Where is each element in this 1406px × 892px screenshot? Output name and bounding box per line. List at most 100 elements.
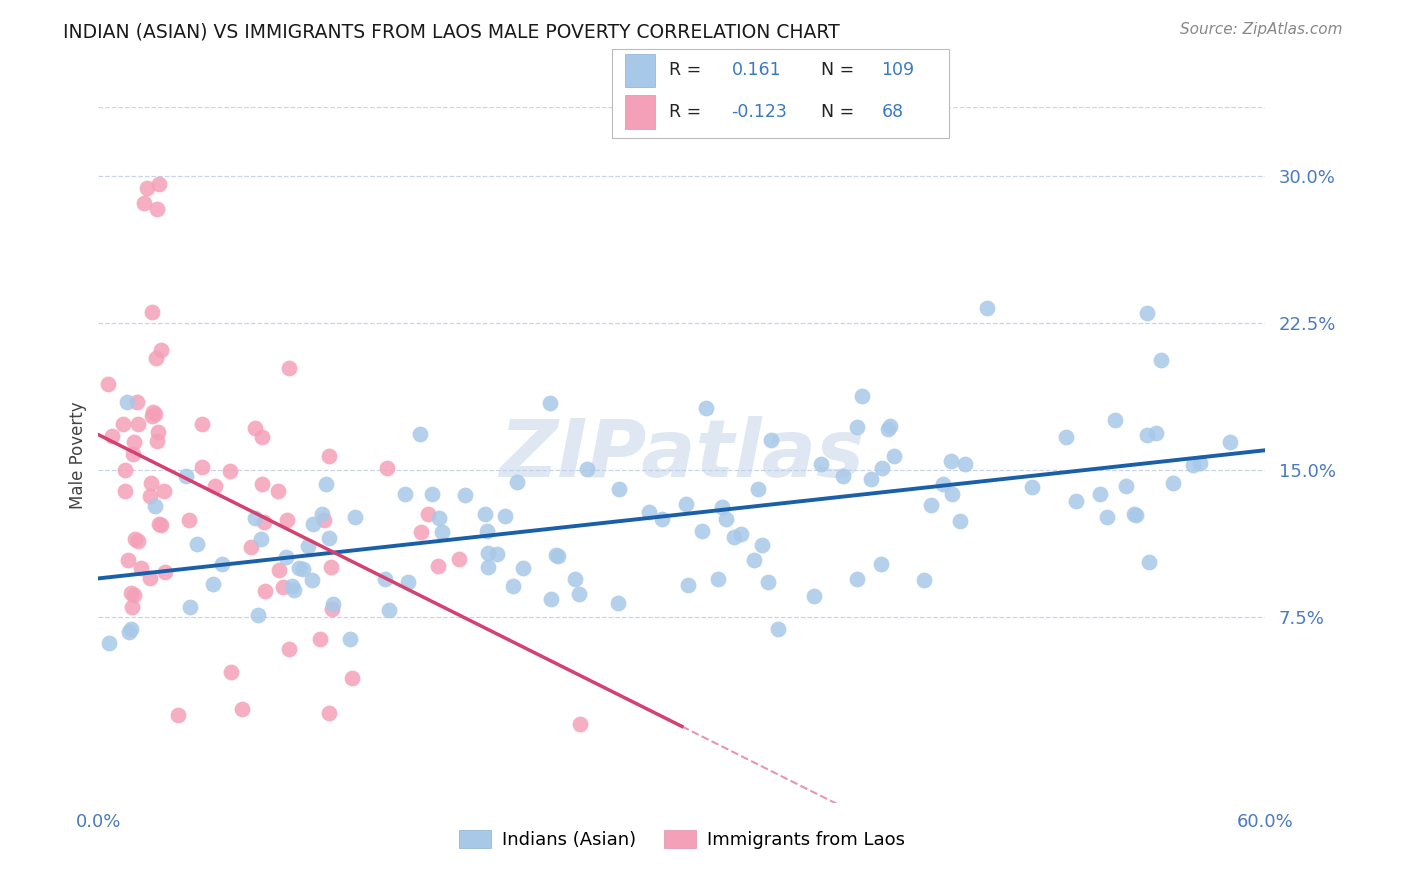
Point [246,607,269,622]
Point [202,577,225,591]
Point [1188,456,1211,470]
Point [204,478,226,492]
Point [1064,493,1087,508]
Point [243,510,266,524]
Bar [626,54,655,87]
Point [142,405,165,419]
Point [564,572,586,586]
Point [711,500,734,514]
Point [607,482,630,496]
Point [145,499,167,513]
Point [167,707,190,722]
Point [420,487,443,501]
Text: Source: ZipAtlas.com: Source: ZipAtlas.com [1180,22,1343,37]
Point [301,574,323,588]
Point [394,486,416,500]
Point [375,460,398,475]
Point [139,489,162,503]
Point [283,583,305,598]
Point [502,579,524,593]
Point [114,463,136,477]
Point [219,464,242,478]
Point [638,505,661,519]
Point [344,509,367,524]
Point [114,483,136,498]
Point [250,477,273,491]
Point [117,553,139,567]
Point [148,516,170,531]
Point [876,422,898,436]
Point [122,588,145,602]
Point [449,551,471,566]
Point [1125,508,1147,523]
Point [378,603,401,617]
Point [127,417,149,431]
Point [1021,480,1043,494]
Point [267,484,290,499]
Point [832,468,855,483]
Point [253,515,276,529]
Point [675,498,697,512]
Text: -0.123: -0.123 [731,103,787,121]
Point [124,532,146,546]
Point [716,512,738,526]
Point [153,565,176,579]
Point [690,524,713,539]
Point [120,622,142,636]
Point [111,417,134,432]
Point [278,361,301,376]
Point [1136,306,1159,320]
Point [474,508,496,522]
FancyBboxPatch shape [612,49,949,138]
Point [607,596,630,610]
Point [396,574,419,589]
Point [810,457,832,471]
Point [141,475,163,490]
Point [146,434,169,448]
Point [231,702,253,716]
Point [291,562,314,576]
Point [191,417,214,431]
Point [477,559,499,574]
Point [955,458,977,472]
Point [132,195,155,210]
Point [150,517,173,532]
Point [127,533,149,548]
Point [932,477,955,491]
Point [136,181,159,195]
Point [153,483,176,498]
Point [321,601,343,615]
Point [870,558,893,572]
Point [186,537,208,551]
Text: N =: N = [821,62,853,79]
Point [651,512,673,526]
Point [314,513,336,527]
Point [318,706,340,720]
Point [751,538,773,552]
Point [872,461,894,475]
Point [1095,510,1118,524]
Point [1161,475,1184,490]
Point [851,389,873,403]
Point [742,552,765,566]
Point [1136,428,1159,442]
Point [1181,458,1204,472]
Point [322,597,344,611]
Point [941,486,963,500]
Text: 0.161: 0.161 [731,62,780,79]
Point [485,547,508,561]
Point [318,531,340,545]
Point [846,420,869,434]
Point [939,454,962,468]
Point [427,510,450,524]
Point [146,202,169,217]
Point [846,572,869,586]
Point [287,560,309,574]
Point [976,301,998,316]
Point [676,578,699,592]
Point [408,426,430,441]
Point [1137,555,1160,569]
Point [882,449,904,463]
Point [339,632,361,646]
Point [747,482,769,496]
